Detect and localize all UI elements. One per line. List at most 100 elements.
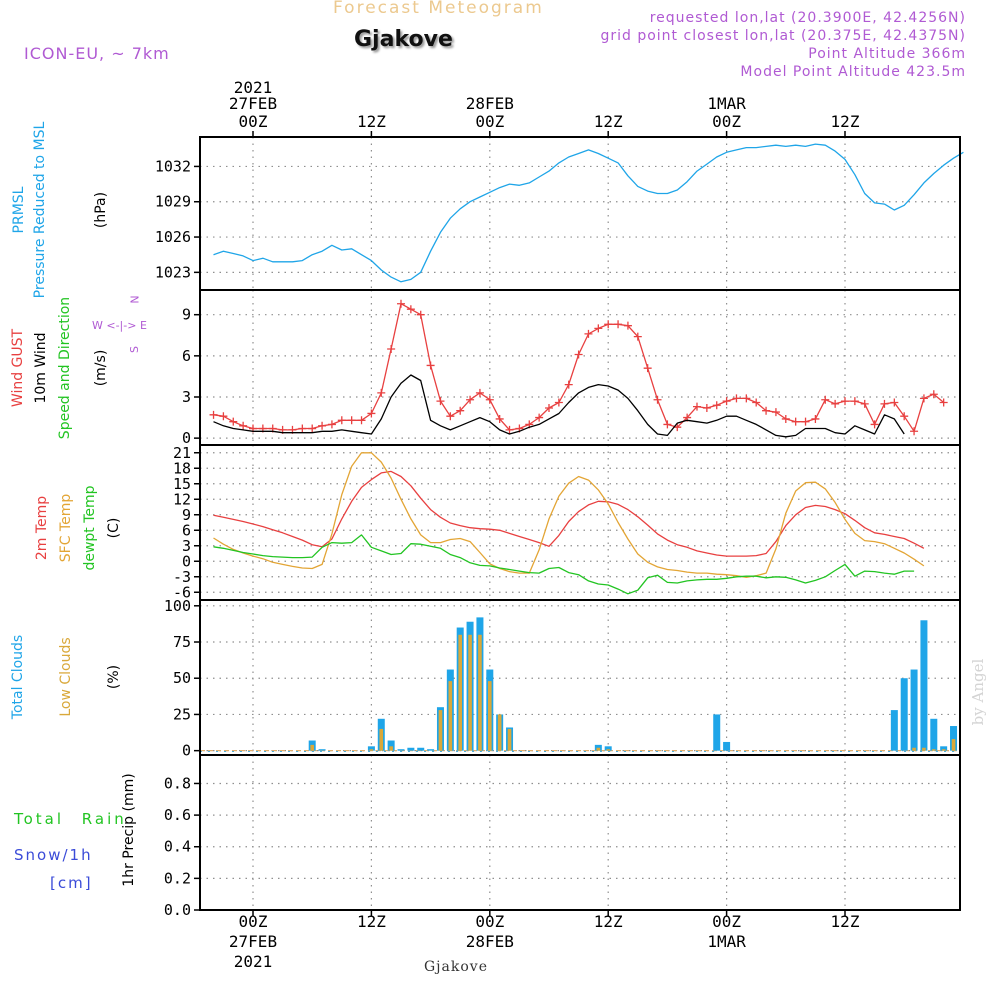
y-tick-label: 18	[173, 459, 191, 477]
y-tick-label: 0.0	[164, 901, 191, 919]
x-label-top-hour: 12Z	[357, 112, 386, 131]
low-cloud-bar	[497, 714, 502, 751]
gust-marker	[318, 421, 327, 430]
gust-marker	[554, 398, 563, 407]
gust-marker	[653, 395, 662, 404]
gust-marker	[485, 395, 494, 404]
x-label-top-date: 28FEB	[466, 94, 514, 113]
gust-marker	[643, 364, 652, 373]
gust-marker	[406, 305, 415, 314]
x-label-top-hour: 12Z	[831, 112, 860, 131]
y-tick-label: 6	[182, 521, 191, 539]
gust-marker	[219, 412, 228, 421]
gust-marker	[919, 394, 928, 403]
clouds-unit: (%)	[106, 664, 122, 690]
total-cloud-bar	[890, 710, 898, 751]
gust-marker	[663, 420, 672, 429]
gust-marker	[614, 320, 623, 329]
temp-dewpt-line	[213, 534, 915, 595]
low-cloud-bar	[448, 681, 453, 751]
gust-marker	[327, 420, 336, 429]
grid-point-coords: grid point closest lon,lat (20.375E, 42.…	[600, 28, 966, 44]
gust-marker	[594, 324, 603, 333]
gust-marker	[811, 414, 820, 423]
gust-marker	[535, 413, 544, 422]
y-tick-label: 0	[182, 429, 191, 447]
gust-marker	[781, 414, 790, 423]
low-cloud-bar	[912, 747, 916, 751]
gust-marker	[831, 399, 840, 408]
gust-marker	[771, 408, 780, 417]
gust-line	[213, 303, 945, 432]
data-layer	[200, 143, 964, 753]
panel-frame-temp	[199, 444, 961, 601]
wind-10m-label: 10m Wind	[33, 332, 49, 404]
low-cloud-bar	[389, 746, 393, 751]
x-label-top-year: 2021	[234, 78, 273, 97]
temp-sfc-line	[213, 452, 925, 578]
total-cloud-bar	[397, 749, 405, 751]
watermark: by Angel	[969, 658, 987, 726]
y-tick-label: 1023	[155, 263, 191, 281]
low-cloud-bar	[488, 681, 492, 751]
total-cloud-bar	[427, 749, 435, 751]
gust-marker	[633, 332, 642, 341]
y-tick-label: 9	[182, 506, 191, 524]
wind-speed-line	[213, 374, 905, 438]
gust-marker	[564, 380, 573, 389]
total-cloud-bar	[407, 747, 415, 751]
low-cloud-bar	[932, 749, 936, 751]
y-tick-label: 25	[173, 705, 191, 723]
total-cloud-bar	[723, 741, 731, 751]
gust-marker	[367, 409, 376, 418]
gust-marker	[939, 398, 948, 407]
axis-text-layer: 10231026102910320369-6-30369121518210255…	[155, 78, 860, 971]
gust-marker	[890, 398, 899, 407]
x-label-bottom-date: 27FEB	[229, 932, 277, 951]
gust-marker	[209, 410, 218, 419]
low-cloud-bar	[458, 634, 462, 751]
gust-marker	[693, 402, 701, 411]
wind-gust-label: Wind GUST	[10, 328, 26, 408]
total-cloud-bar	[604, 746, 612, 751]
gust-marker	[702, 403, 711, 412]
gust-marker	[416, 310, 425, 319]
low-cloud-bar	[438, 710, 443, 751]
gust-marker	[860, 399, 869, 408]
panel-frame-wind	[199, 289, 961, 446]
frame-layer	[194, 131, 961, 916]
clouds-low-label: Low Clouds	[58, 637, 74, 717]
x-label-top-hour: 00Z	[712, 112, 741, 131]
gust-marker	[446, 412, 455, 421]
model-altitude: Model Point Altitude 423.5m	[740, 64, 966, 80]
y-tick-label: 1026	[155, 228, 191, 246]
x-label-bottom-date: 1MAR	[707, 932, 746, 951]
y-tick-label: 3	[182, 388, 191, 406]
y-tick-label: 15	[173, 475, 191, 493]
low-cloud-bar	[507, 728, 512, 751]
requested-coords: requested lon,lat (20.3900E, 42.4256N)	[649, 10, 966, 26]
total-cloud-bar	[713, 714, 721, 751]
gust-marker	[347, 416, 356, 425]
gust-marker	[397, 299, 405, 308]
clouds-total-label: Total Clouds	[10, 634, 26, 720]
x-label-bottom-hour: 12Z	[831, 912, 860, 931]
gust-marker	[426, 361, 435, 370]
gust-marker	[505, 425, 514, 434]
gust-marker	[377, 388, 386, 397]
gust-marker	[870, 420, 879, 429]
pressure-unit: (hPa)	[93, 191, 109, 229]
total-cloud-bar	[920, 620, 928, 751]
y-tick-label: 75	[173, 633, 191, 651]
x-label-bottom-date: 28FEB	[466, 932, 514, 951]
y-tick-label: 0.8	[164, 774, 191, 792]
gust-marker	[732, 394, 741, 403]
low-cloud-bar	[310, 744, 314, 751]
station-title: Gjakove	[354, 27, 453, 52]
gust-marker	[752, 398, 761, 407]
gust-marker	[239, 421, 248, 430]
gust-marker	[604, 320, 613, 329]
panel-frame-precip	[199, 754, 961, 911]
y-tick-label: 1032	[155, 157, 191, 175]
temp-2m-line	[213, 470, 925, 557]
